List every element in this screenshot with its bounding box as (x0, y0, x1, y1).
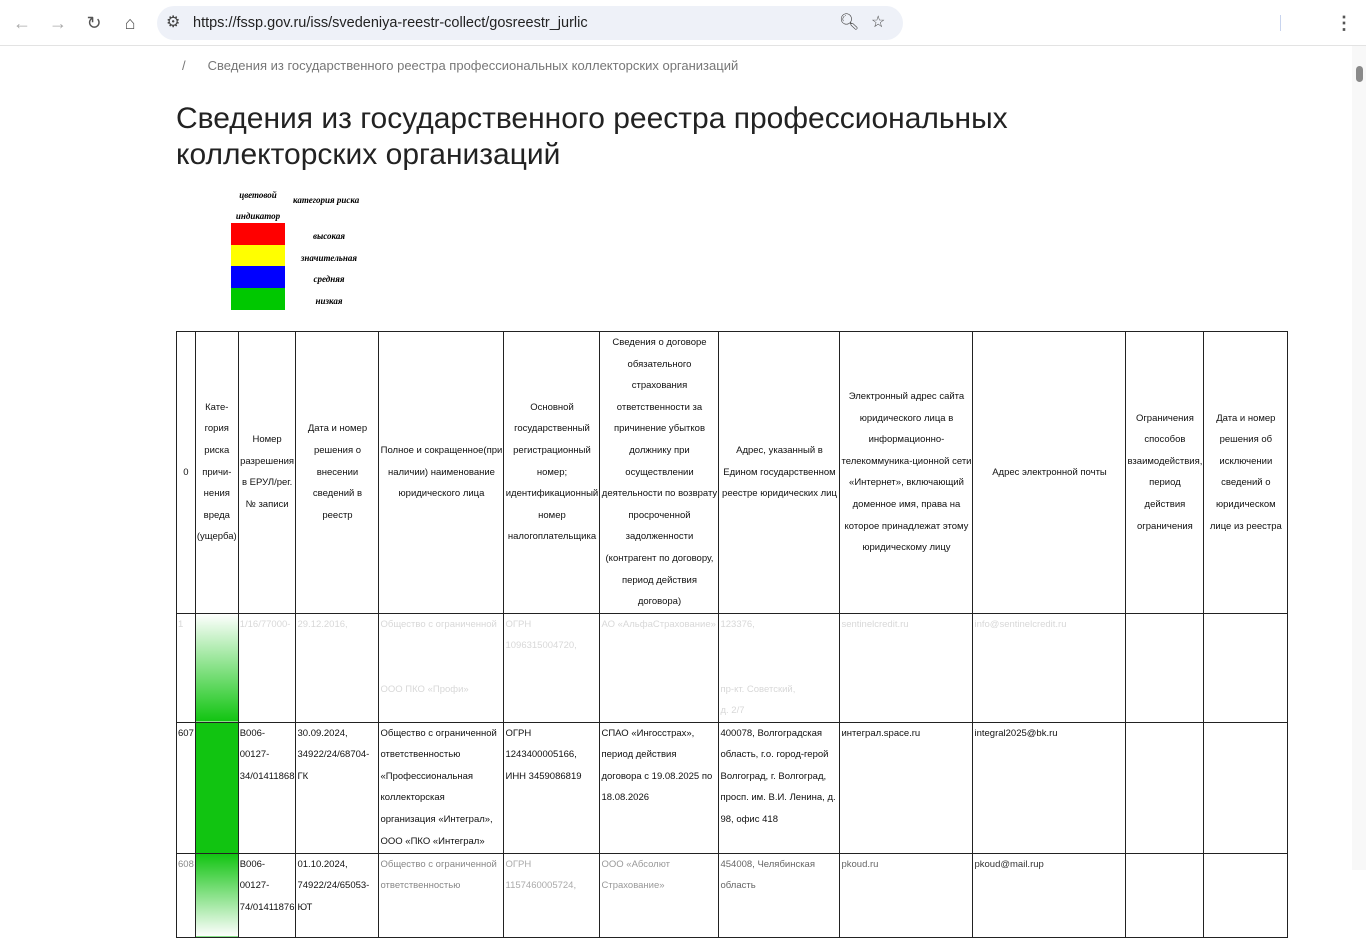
column-header: 0 (176, 331, 196, 614)
table-cell: 454008, Челябинская область (718, 852, 841, 938)
page-title: Сведения из государственного реестра про… (176, 102, 1008, 171)
table-cell: 123376, пр-кт. Советский, д. 2/7 (718, 612, 841, 723)
table-cell: Общество с ограниченной ответственностью (378, 852, 505, 938)
table-row: 607 В006-00127-34/01411868 30.09.2024, 349… (176, 721, 1289, 854)
home-icon[interactable]: ⌂ (124, 13, 136, 33)
table-cell: ОГРН 1157460005724, (503, 852, 601, 938)
table-cell (1125, 612, 1205, 723)
swatch-high (231, 223, 285, 245)
breadcrumb-current[interactable]: Сведения из государственного реестра про… (207, 58, 739, 73)
legend-label: низкая (315, 296, 343, 306)
menu-icon[interactable]: ⋮ (1335, 13, 1353, 33)
risk-indicator-cell (194, 852, 239, 938)
table-cell: В006-00127-34/01411868 (237, 721, 297, 854)
column-header: Ограничения способов взаимодействия, пер… (1125, 331, 1205, 614)
registry-table: 0 Кате-гория риска причи-нения вреда (уще… (176, 331, 1289, 938)
table-cell: 607 (176, 721, 196, 854)
table-cell: интеграл.space.ru (839, 721, 974, 854)
column-header: Кате-гория риска причи-нения вреда (ущер… (194, 331, 239, 614)
table-cell: integral2025@bk.ru (972, 721, 1127, 854)
legend-header-category: категория риска (293, 195, 360, 205)
table-cell: info@sentinelcredit.ru (972, 612, 1127, 723)
column-header: Номер разрешения в ЕРУЛ/рег. № записи (237, 331, 297, 614)
legend-header-indicator: цветовой индикатор (235, 190, 281, 221)
column-header: Сведения о договоре обязательного страхо… (599, 331, 720, 614)
table-cell (1203, 612, 1289, 723)
browser-toolbar: ← → ↻ ⌂ ⚙ https://fssp.gov.ru/iss/sveden… (0, 0, 1366, 46)
column-header: Основной государственный регистрационный… (503, 331, 601, 614)
table-cell (1125, 721, 1205, 854)
table-row: 1 1/16/77000- 29.12.2016, Общество с ограни… (176, 612, 1289, 723)
risk-indicator-cell (194, 721, 239, 854)
table-cell: 400078, Волгоградская область, г.о. горо… (718, 721, 841, 854)
table-cell: 29.12.2016, (295, 612, 380, 723)
bookmark-star-icon[interactable]: ☆ (871, 14, 886, 31)
site-settings-icon[interactable]: ⚙ (166, 14, 181, 31)
table-cell (1125, 852, 1205, 938)
table-cell: ОГРН 1243400005166, ИНН 3459086819 (503, 721, 601, 854)
column-header: Дата и номер решения об исключении сведе… (1203, 331, 1289, 614)
breadcrumb: / Сведения из государственного реестра пр… (182, 58, 739, 73)
table-row: 608 В006-00127-74/01411876 01.10.2024, 749… (176, 852, 1289, 938)
table-cell (1203, 721, 1289, 854)
table-cell: 1 (176, 612, 196, 723)
table-cell: pkoud@mail.rup (972, 852, 1127, 938)
divider (1280, 15, 1281, 31)
table-cell: 1/16/77000- (237, 612, 297, 723)
zoom-icon[interactable]: 🔍︎ (839, 14, 860, 31)
legend-label: высокая (312, 231, 345, 241)
table-cell: ОГРН 1096315004720, (503, 612, 601, 723)
column-header: Адрес электронной почты (972, 331, 1127, 614)
swatch-significant (231, 245, 285, 267)
table-cell (1203, 852, 1289, 938)
column-header: Адрес, указанный в Едином государственно… (718, 331, 841, 614)
table-cell: СПАО «Ингосстрах», период действия догов… (599, 721, 720, 854)
table-cell: 01.10.2024, 74922/24/65053-ЮТ (295, 852, 380, 938)
table-cell: pkoud.ru (839, 852, 974, 938)
url-text[interactable]: https://fssp.gov.ru/iss/svedeniya-reestr… (193, 15, 588, 31)
table-cell: АО «АльфаСтрахование» (599, 612, 720, 723)
column-header: Полное и сокращенное(при наличии) наимен… (378, 331, 505, 614)
swatch-low (231, 288, 285, 310)
scrollbar[interactable] (1352, 46, 1366, 870)
table-cell: sentinelcredit.ru (839, 612, 974, 723)
table-cell: 30.09.2024, 34922/24/68704-ГК (295, 721, 380, 854)
column-header: Дата и номер решения о внесении сведений… (295, 331, 380, 614)
table-cell: Общество с ограниченной ООО ПКО «Профи» (378, 612, 505, 723)
scrollbar-thumb[interactable] (1356, 66, 1363, 82)
table-cell: В006-00127-74/01411876 (237, 852, 297, 938)
table-cell: Общество с ограниченной ответственностью… (378, 721, 505, 854)
table-cell: ООО «Абсолют Страхование» (599, 852, 720, 938)
table-cell: 608 (176, 852, 196, 938)
legend-label: средняя (313, 274, 345, 284)
table-header-row: 0 Кате-гория риска причи-нения вреда (уще… (176, 331, 1289, 614)
reload-icon[interactable]: ↻ (86, 13, 102, 33)
swatch-medium (231, 266, 285, 288)
column-header: Электронный адрес сайта юридического лиц… (839, 331, 974, 614)
forward-icon[interactable]: → (49, 13, 67, 33)
risk-indicator-cell (194, 612, 239, 723)
address-bar[interactable]: ⚙ https://fssp.gov.ru/iss/svedeniya-rees… (157, 6, 903, 40)
legend-label: значительная (300, 253, 358, 263)
back-icon[interactable]: ← (13, 13, 31, 33)
